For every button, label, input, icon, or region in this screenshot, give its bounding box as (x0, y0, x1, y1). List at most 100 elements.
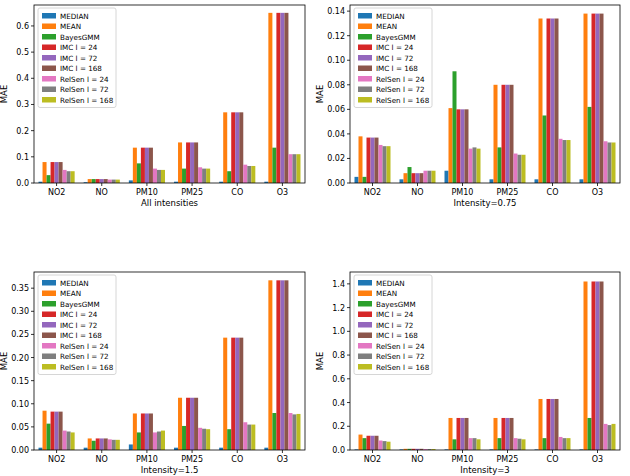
y-tick (347, 450, 350, 451)
y-tick-label: 0.04 (327, 130, 345, 139)
bar (268, 13, 272, 183)
bar (510, 85, 514, 183)
bar (359, 435, 363, 450)
legend-label: IMC l = 72 (376, 321, 413, 330)
x-tick (552, 183, 553, 186)
y-tick-label: 0.00 (327, 179, 345, 188)
bar (547, 399, 551, 450)
legend-label: RelSen l = 24 (376, 342, 425, 351)
y-axis-label: MAE (0, 352, 9, 371)
bar (543, 115, 547, 183)
bar (465, 109, 469, 183)
bar (116, 440, 120, 450)
legend-swatch (358, 45, 372, 51)
bar (449, 418, 453, 450)
legend-swatch (358, 24, 372, 30)
bar (292, 414, 296, 450)
legend-label: MEDIAN (60, 12, 89, 21)
bar (383, 146, 387, 183)
bar (149, 148, 153, 183)
bar (59, 412, 63, 450)
y-tick (347, 307, 350, 308)
bar (157, 170, 161, 183)
x-tick-label: PM10 (452, 188, 474, 197)
bar (379, 441, 383, 450)
legend-label: BayesGMM (376, 300, 416, 309)
bar (465, 418, 469, 450)
bar (432, 171, 436, 183)
legend: MEDIANMEANBayesGMMIMC l = 24IMC l = 72IM… (38, 8, 116, 108)
legend-box (354, 8, 432, 108)
bar (514, 154, 518, 183)
bar (145, 148, 149, 183)
bar (473, 147, 477, 183)
bar (498, 438, 502, 450)
y-tick (31, 52, 34, 53)
y-tick (31, 78, 34, 79)
legend-label: IMC l = 24 (376, 310, 414, 319)
x-tick-label: O3 (592, 188, 603, 197)
y-tick-label: 0.00 (11, 446, 29, 455)
legend-label: IMC l = 24 (60, 310, 98, 319)
legend-swatch (358, 97, 372, 103)
bar (555, 19, 559, 183)
bar (108, 180, 112, 183)
bar (359, 136, 363, 183)
y-tick-label: 0.35 (11, 284, 29, 293)
bar (453, 71, 457, 183)
bar (243, 165, 247, 183)
x-tick-label: PM10 (136, 455, 158, 464)
legend-swatch (358, 301, 372, 307)
bar (194, 398, 198, 450)
bar (502, 85, 506, 183)
bar (63, 431, 67, 450)
legend-label: RelSen l = 24 (376, 75, 425, 84)
x-tick-label: NO2 (364, 455, 381, 464)
legend-swatch (42, 301, 56, 307)
bar (149, 413, 153, 450)
bar (133, 148, 137, 183)
x-tick (507, 183, 508, 186)
y-tick (31, 288, 34, 289)
x-tick (56, 183, 57, 186)
y-tick (31, 104, 34, 105)
bar (371, 436, 375, 450)
x-tick (56, 450, 57, 453)
legend-label: MEAN (376, 22, 397, 31)
x-tick-label: O3 (592, 455, 603, 464)
x-tick-label: NO (411, 455, 423, 464)
bar (153, 432, 157, 450)
x-tick (417, 450, 418, 453)
legend-label: IMC l = 168 (60, 331, 102, 340)
bar (198, 428, 202, 450)
x-tick (597, 450, 598, 453)
bar (494, 85, 498, 183)
legend-label: RelSen l = 72 (376, 352, 425, 361)
y-tick-label: 0.0 (332, 446, 345, 455)
y-tick (31, 311, 34, 312)
bar (182, 426, 186, 450)
y-tick-label: 0.06 (327, 105, 345, 114)
bar (506, 85, 510, 183)
bar (461, 418, 465, 450)
x-tick-label: PM25 (181, 188, 203, 197)
bar (145, 413, 149, 450)
legend-label: MEAN (376, 289, 397, 298)
y-tick (347, 35, 350, 36)
bar (383, 441, 387, 450)
bar (584, 14, 588, 183)
legend-label: IMC l = 168 (376, 64, 418, 73)
bar (202, 429, 206, 450)
bar (268, 280, 272, 450)
x-tick-label: CO (231, 455, 243, 464)
legend: MEDIANMEANBayesGMMIMC l = 24IMC l = 72IM… (354, 275, 432, 375)
y-tick-label: 1.2 (332, 304, 345, 313)
bar (186, 398, 190, 450)
y-tick-label: 0.4 (16, 74, 29, 83)
bar (584, 281, 588, 450)
y-tick (347, 133, 350, 134)
bar (137, 163, 141, 183)
legend-swatch (358, 87, 372, 93)
bar (206, 169, 210, 183)
bar (67, 171, 71, 183)
